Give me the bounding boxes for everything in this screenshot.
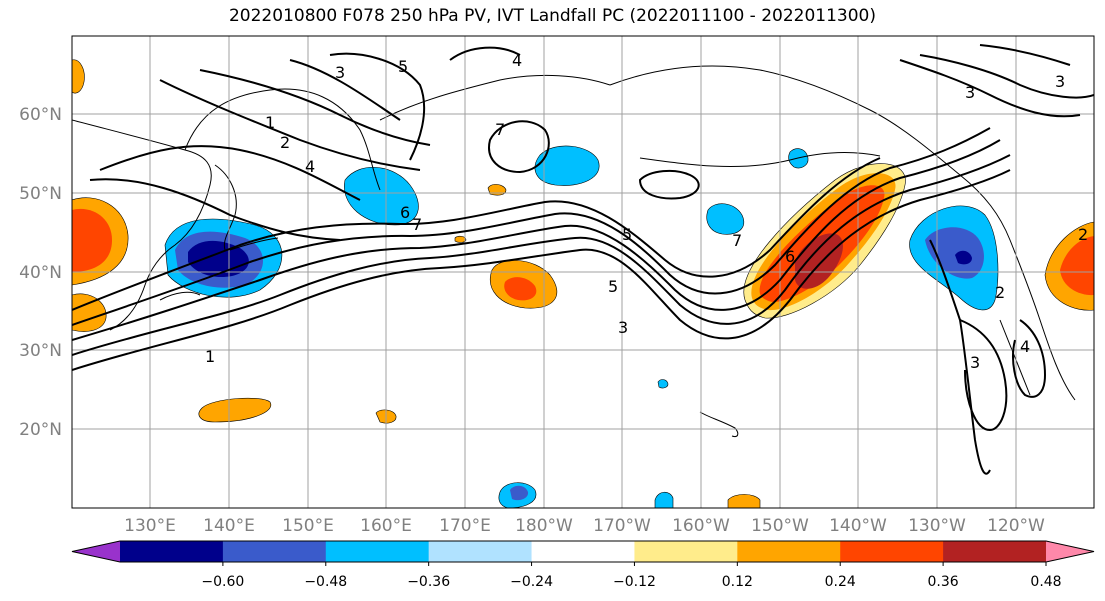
- lat-label: 30°N: [19, 341, 62, 361]
- lat-label: 40°N: [19, 263, 62, 283]
- colorbar-tick-label: 0.12: [722, 574, 753, 590]
- colorbar-bin: [943, 541, 1047, 562]
- contour-label: 2: [1078, 225, 1088, 244]
- colorbar-tick-label: 0.36: [928, 574, 959, 590]
- colorbar-bin: [840, 541, 944, 562]
- colorbar-tick-label: −0.24: [510, 574, 553, 590]
- colorbar-bin: [737, 541, 841, 562]
- contour-label: 7: [495, 120, 505, 139]
- contour-label: 2: [280, 133, 290, 152]
- contour-label: 1: [205, 347, 215, 366]
- contour-label: 4: [305, 157, 315, 176]
- longitude-labels: 130°E 140°E 150°E 160°E 170°E 180°W 170°…: [124, 516, 1045, 536]
- contour-label: 2: [995, 283, 1005, 302]
- contour-label: 7: [412, 215, 422, 234]
- lon-label: 180°W: [515, 516, 573, 536]
- colorbar-outline: [71, 540, 1095, 563]
- contour-label: 3: [618, 318, 628, 337]
- contour-label: 5: [622, 225, 632, 244]
- lon-label: 140°W: [829, 516, 887, 536]
- lon-label: 170°E: [439, 516, 491, 536]
- contour-label: 1: [265, 113, 275, 132]
- colorbar-bin: [120, 541, 224, 562]
- lon-label: 140°E: [203, 516, 255, 536]
- colorbar-bin: [222, 541, 327, 562]
- contour-label: 7: [732, 231, 742, 250]
- contour-label: 3: [1055, 72, 1065, 91]
- pv-contours: [72, 44, 1094, 475]
- graticule: [72, 36, 1094, 508]
- contour-label: 6: [785, 247, 795, 266]
- contour-label: 3: [965, 83, 975, 102]
- lon-label: 160°E: [360, 516, 412, 536]
- pv-shading: [72, 59, 1094, 508]
- map-title: 2022010800 F078 250 hPa PV, IVT Landfall…: [228, 6, 876, 26]
- colorbar-tick-label: −0.36: [407, 574, 450, 590]
- contour-label: 5: [608, 277, 618, 296]
- colorbar: −0.60 −0.48 −0.36 −0.24 −0.12 0.12 0.24 0.36 0.4…: [71, 540, 1095, 590]
- latitude-labels: 60°N 50°N 40°N 30°N 20°N: [19, 105, 62, 440]
- colorbar-bin: [634, 541, 738, 562]
- lon-label: 150°W: [751, 516, 809, 536]
- colorbar-bin: [428, 541, 533, 562]
- contour-label: 6: [400, 203, 410, 222]
- colorbar-tick-label: −0.60: [201, 574, 244, 590]
- colorbar-tick-label: −0.48: [304, 574, 347, 590]
- contour-label: 3: [335, 63, 345, 82]
- lon-label: 160°W: [672, 516, 730, 536]
- colorbar-tick-label: −0.12: [613, 574, 656, 590]
- lon-label: 130°E: [124, 516, 176, 536]
- lat-label: 50°N: [19, 184, 62, 204]
- colorbar-bin: [325, 541, 430, 562]
- colorbar-tick-label: 0.48: [1030, 574, 1061, 590]
- contour-label: 4: [512, 51, 522, 70]
- lat-label: 60°N: [19, 105, 62, 125]
- lat-label: 20°N: [19, 420, 62, 440]
- contour-labels: 1 1 2 3 3 4 4 5 5 5 6 6 7 7 7 3 4 2 3 3 …: [205, 51, 1088, 372]
- colorbar-tick-label: 0.24: [825, 574, 856, 590]
- lon-label: 150°E: [282, 516, 334, 536]
- lon-label: 130°W: [908, 516, 966, 536]
- lon-label: 120°W: [987, 516, 1045, 536]
- colorbar-extend-low: [72, 541, 120, 562]
- contour-label: 4: [1020, 337, 1030, 356]
- contour-label: 5: [398, 57, 408, 76]
- colorbar-extend-high: [1046, 541, 1094, 562]
- colorbar-bin: [531, 541, 635, 562]
- map-border: [71, 35, 1095, 509]
- lon-label: 170°W: [593, 516, 651, 536]
- contour-label: 3: [970, 353, 980, 372]
